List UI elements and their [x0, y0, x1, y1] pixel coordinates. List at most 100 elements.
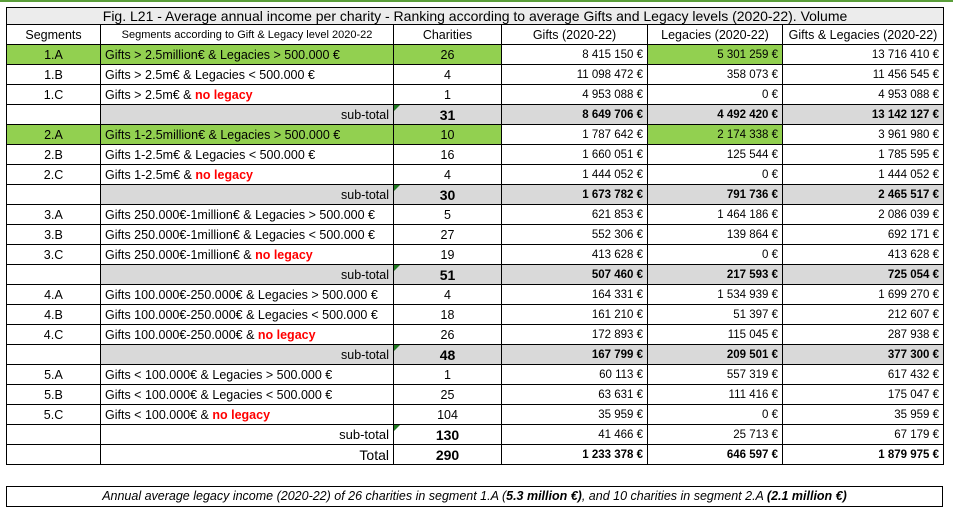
gifts-legacies-value: 2 086 039 €	[781, 204, 945, 225]
subtotal-charities: 31	[393, 104, 502, 125]
subtotal-row: sub-total 130 41 466 €25 713 €67 179 €	[6, 424, 945, 445]
legacies-value: 358 073 €	[647, 64, 783, 85]
gifts-value: 161 210 €	[501, 304, 648, 325]
no-legacy-label: no legacy	[194, 87, 253, 102]
table-row: 3.C Gifts 250.000€-1million€ & no legacy 1…	[6, 244, 945, 265]
charities-count: 4	[393, 164, 502, 185]
charities-count: 19	[393, 244, 502, 265]
subtotal-row: sub-total 31 8 649 706 €4 492 420 €13 142 …	[6, 104, 945, 125]
header-legacies: Legacies (2020-22)	[647, 24, 783, 45]
header-charities: Charities	[393, 24, 502, 45]
subtotal-gifts: 41 466 €	[501, 424, 648, 445]
segment-code: 3.A	[6, 204, 101, 225]
gifts-value: 35 959 €	[501, 404, 648, 425]
subtotal-gifts: 8 649 706 €	[501, 104, 648, 125]
no-legacy-label: no legacy	[195, 167, 253, 182]
table-row: 2.A Gifts 1-2.5million€ & Legacies > 500.…	[6, 124, 945, 145]
subtotal-gifts-legacies: 725 054 €	[781, 264, 945, 285]
subtotal-row: sub-total 48 167 799 €209 501 €377 300 €	[6, 344, 945, 365]
total-gifts: 1 233 378 €	[501, 444, 648, 465]
gifts-value: 11 098 472 €	[501, 64, 648, 85]
gifts-legacies-value: 692 171 €	[781, 224, 945, 245]
gifts-legacies-value: 4 953 088 €	[781, 84, 945, 105]
segment-description: Gifts < 100.000€ & no legacy	[100, 404, 394, 425]
segment-description-text: Gifts 250.000€-1million€ &	[105, 247, 256, 262]
legacies-value: 2 174 338 €	[647, 124, 783, 145]
charities-count: 25	[393, 384, 502, 405]
subtotal-gifts: 167 799 €	[501, 344, 648, 365]
segment-description: Gifts < 100.000€ & Legacies > 500.000 €	[100, 364, 394, 385]
charities-count: 27	[393, 224, 502, 245]
segment-code: 2.C	[6, 164, 101, 185]
segment-code: 1.B	[6, 64, 101, 85]
gifts-legacies-value: 617 432 €	[781, 364, 945, 385]
segment-code: 1.A	[6, 44, 101, 65]
segment-code: 3.C	[6, 244, 101, 265]
blank-cell	[6, 444, 101, 465]
segment-description: Gifts 1-2.5m€ & Legacies < 500.000 €	[100, 144, 394, 165]
segment-description: Gifts 1-2.5m€ & no legacy	[100, 164, 394, 185]
segment-description: Gifts 250.000€-1million€ & Legacies < 50…	[100, 224, 394, 245]
blank-cell	[6, 344, 101, 365]
subtotal-charities: 30	[393, 184, 502, 205]
table-row: 5.C Gifts < 100.000€ & no legacy 104 35 959…	[6, 404, 945, 425]
table-row: 1.B Gifts > 2.5m€ & Legacies < 500.000 € 4…	[6, 64, 945, 85]
footnote: Annual average legacy income (2020-22) o…	[6, 486, 943, 507]
segment-description-text: Gifts 1-2.5m€ &	[105, 167, 196, 182]
segment-description-text: Gifts 100.000€-250.000€ & Legacies > 500…	[105, 287, 378, 302]
total-legacies: 646 597 €	[647, 444, 783, 465]
table-row: 4.B Gifts 100.000€-250.000€ & Legacies < …	[6, 304, 945, 325]
subtotal-label: sub-total	[100, 424, 394, 445]
gifts-value: 60 113 €	[501, 364, 648, 385]
table-title: Fig. L21 - Average annual income per cha…	[5, 7, 945, 25]
segment-description-text: Gifts > 2.5m€ &	[105, 87, 195, 102]
segment-description-text: Gifts < 100.000€ &	[105, 407, 213, 422]
segment-description-text: Gifts 1-2.5million€ & Legacies > 500.000…	[105, 127, 341, 142]
gifts-legacies-value: 287 938 €	[781, 324, 945, 345]
segment-description-text: Gifts > 2.5m€ & Legacies < 500.000 €	[105, 67, 315, 82]
segment-description: Gifts 250.000€-1million€ & no legacy	[100, 244, 394, 265]
segment-code: 4.B	[6, 304, 101, 325]
subtotal-legacies: 217 593 €	[647, 264, 783, 285]
legacies-value: 1 464 186 €	[647, 204, 783, 225]
legacies-value: 0 €	[647, 84, 783, 105]
segment-description-text: Gifts < 100.000€ & Legacies < 500.000 €	[105, 387, 333, 402]
footnote-bold-2: (2.1 million €)	[766, 489, 847, 503]
legacies-value: 111 416 €	[647, 384, 783, 405]
blank-cell	[6, 424, 101, 445]
segment-code: 4.A	[6, 284, 101, 305]
segment-description: Gifts > 2.5million€ & Legacies > 500.000…	[100, 44, 394, 65]
gifts-value: 164 331 €	[501, 284, 648, 305]
legacies-value: 0 €	[647, 404, 783, 425]
gifts-value: 552 306 €	[501, 224, 648, 245]
subtotal-gifts-legacies: 377 300 €	[781, 344, 945, 365]
subtotal-charities: 51	[393, 264, 502, 285]
table-row: 5.A Gifts < 100.000€ & Legacies > 500.000…	[6, 364, 945, 385]
legacies-value: 1 534 939 €	[647, 284, 783, 305]
legacies-value: 125 544 €	[647, 144, 783, 165]
segment-code: 4.C	[6, 324, 101, 345]
subtotal-charities: 130	[393, 424, 502, 445]
segment-description: Gifts 100.000€-250.000€ & Legacies < 500…	[100, 304, 394, 325]
segment-code: 5.C	[6, 404, 101, 425]
subtotal-gifts: 1 673 782 €	[501, 184, 648, 205]
table-row: 1.A Gifts > 2.5million€ & Legacies > 500.…	[6, 44, 945, 65]
charities-count: 4	[393, 64, 502, 85]
charities-count: 4	[393, 284, 502, 305]
table-row: 3.B Gifts 250.000€-1million€ & Legacies <…	[6, 224, 945, 245]
charities-count: 16	[393, 144, 502, 165]
gifts-value: 621 853 €	[501, 204, 648, 225]
subtotal-gifts-legacies: 2 465 517 €	[781, 184, 945, 205]
gifts-value: 1 660 051 €	[501, 144, 648, 165]
footnote-text-2: , and 10 charities in segment 2.A	[581, 489, 767, 503]
gifts-legacies-value: 11 456 545 €	[781, 64, 945, 85]
top-border-line	[0, 0, 953, 2]
table-body: 1.A Gifts > 2.5million€ & Legacies > 500.…	[6, 44, 945, 465]
segment-description: Gifts 1-2.5million€ & Legacies > 500.000…	[100, 124, 394, 145]
segment-description-text: Gifts < 100.000€ & Legacies > 500.000 €	[105, 367, 333, 382]
legacies-value: 5 301 259 €	[647, 44, 783, 65]
no-legacy-label: no legacy	[257, 327, 316, 342]
blank-cell	[6, 184, 101, 205]
gifts-value: 172 893 €	[501, 324, 648, 345]
subtotal-row: sub-total 30 1 673 782 €791 736 €2 465 517…	[6, 184, 945, 205]
